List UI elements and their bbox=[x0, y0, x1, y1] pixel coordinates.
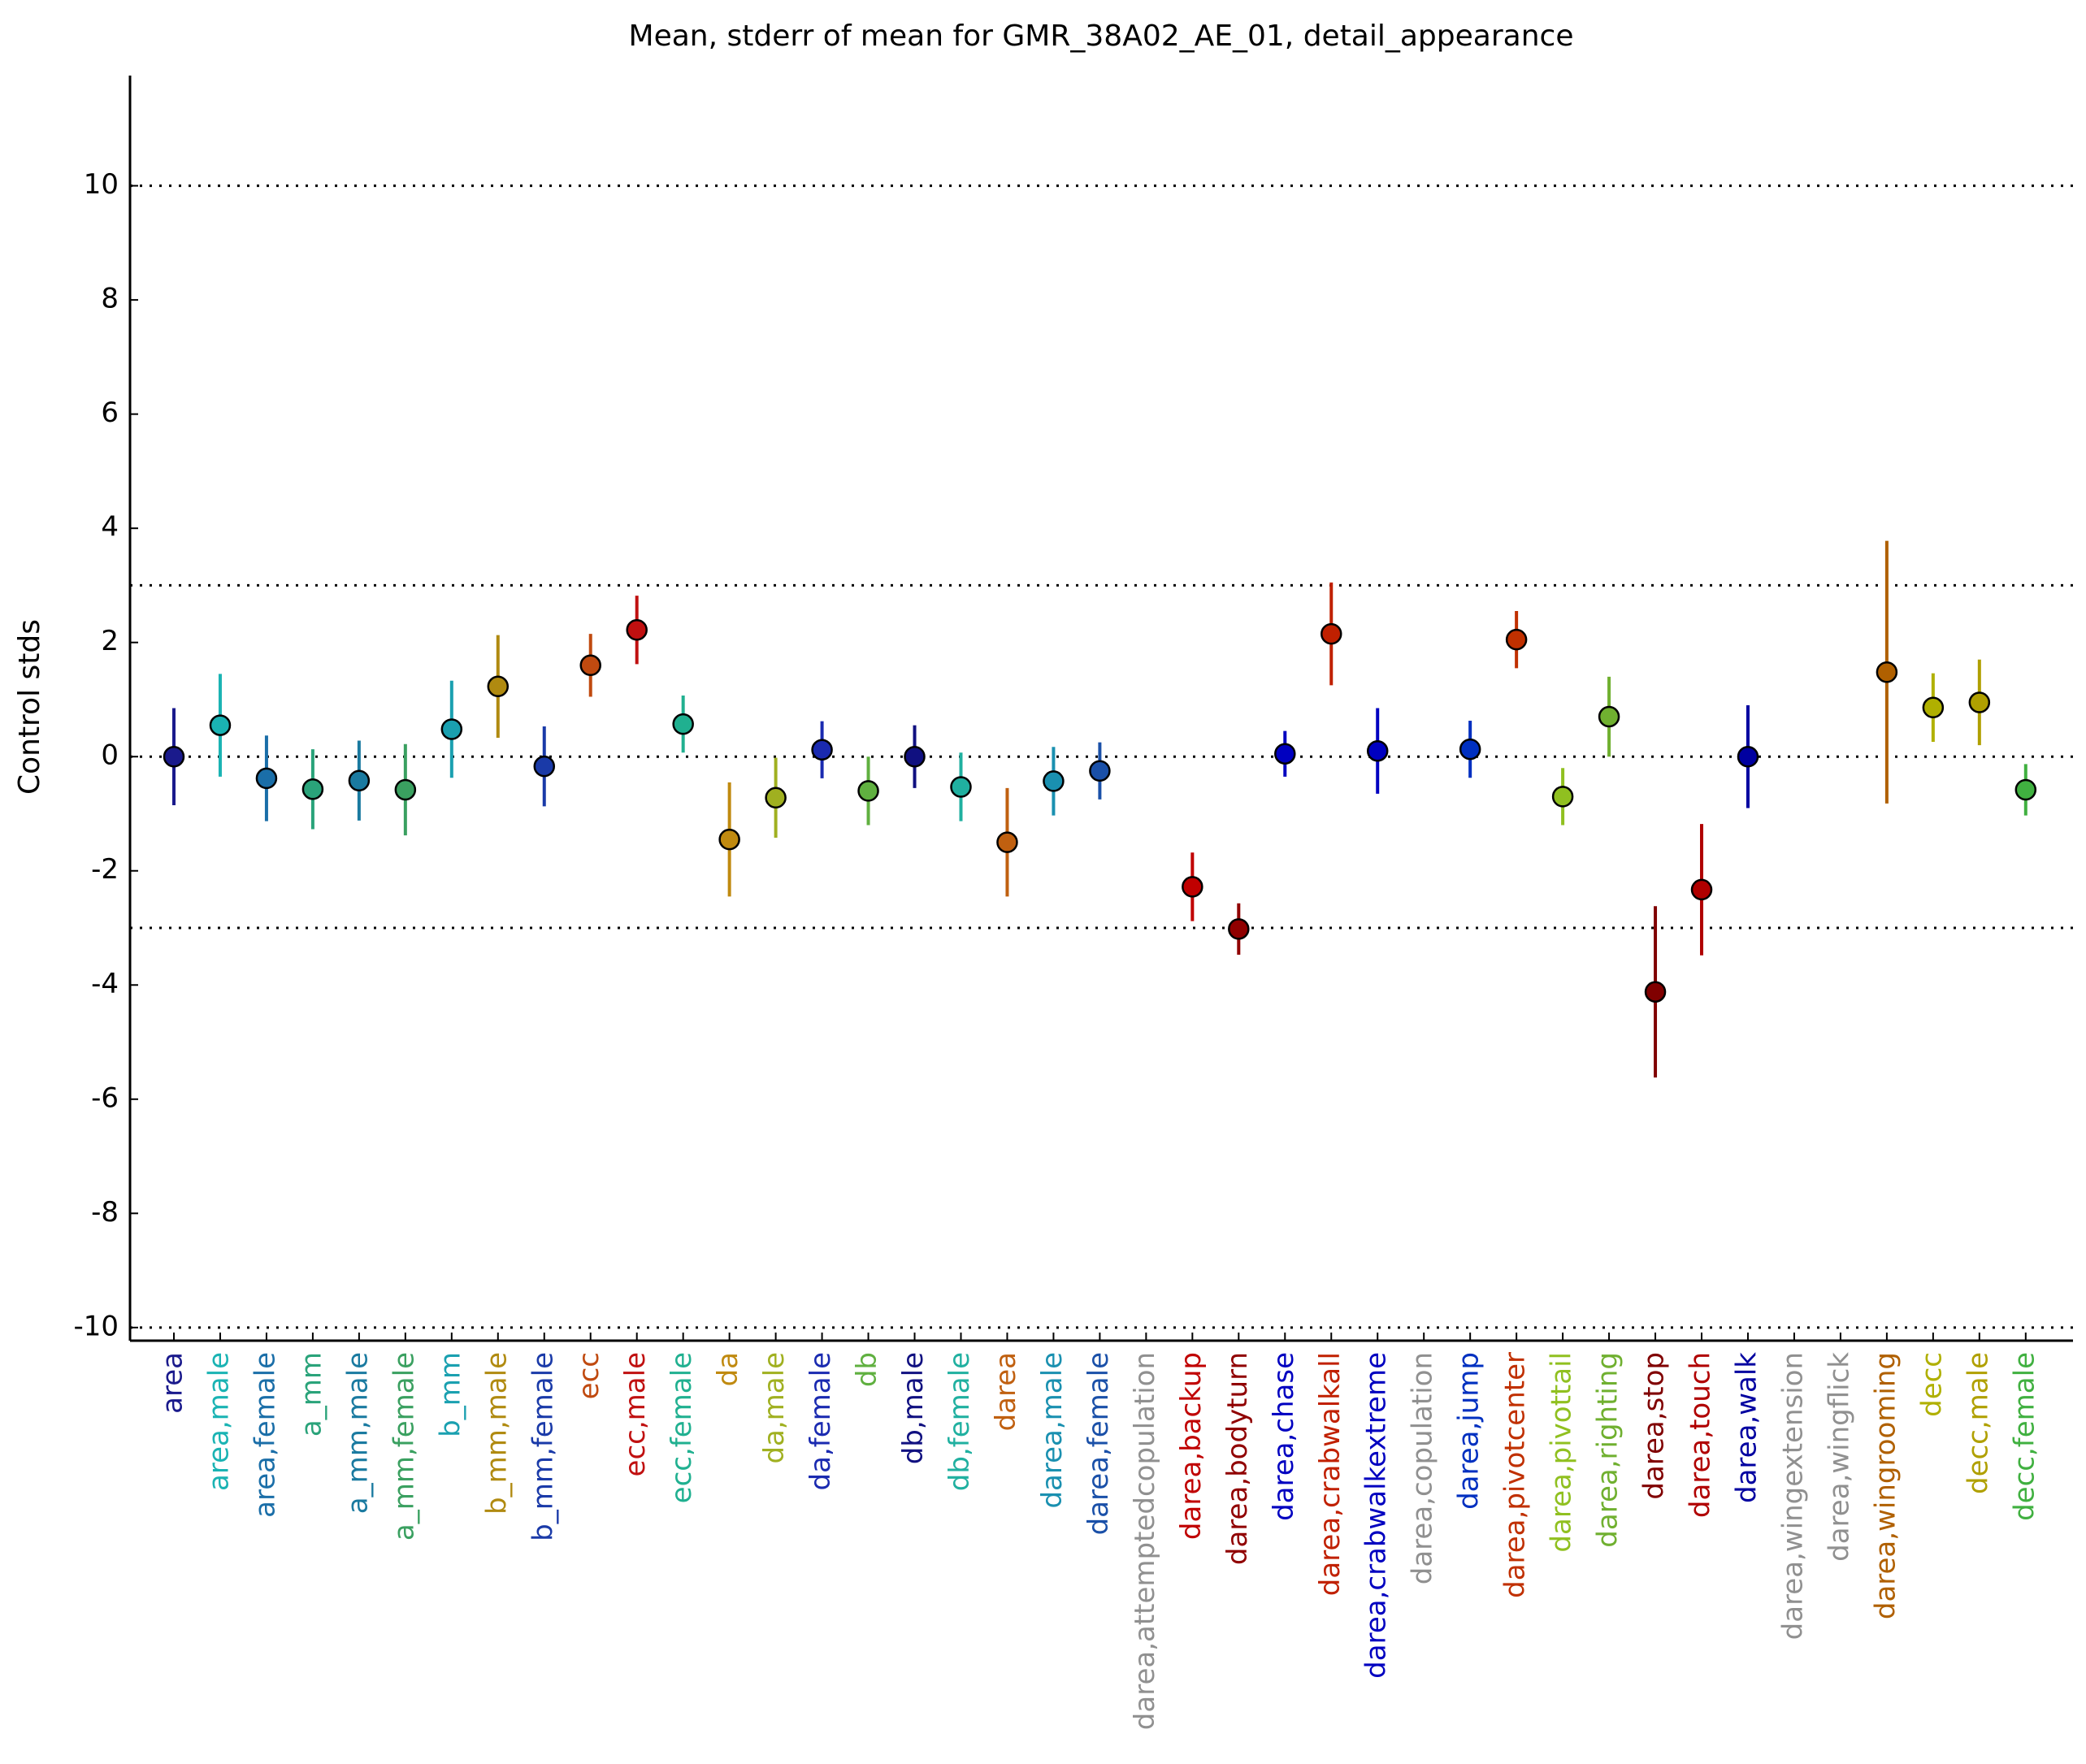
mean-marker bbox=[1089, 760, 1111, 782]
x-tick-label: darea,touch bbox=[1685, 1352, 1717, 1518]
mean-marker bbox=[1690, 878, 1713, 901]
mean-marker bbox=[1598, 705, 1620, 728]
mean-marker bbox=[672, 713, 694, 735]
x-tick-label: darea,attemptedcopulation bbox=[1129, 1352, 1161, 1730]
mean-marker bbox=[487, 675, 510, 698]
mean-marker bbox=[1459, 738, 1481, 761]
mean-marker bbox=[904, 745, 926, 768]
x-tick-label: darea,wingextension bbox=[1776, 1352, 1809, 1640]
x-tick-label: b_mm bbox=[434, 1352, 466, 1437]
mean-marker bbox=[579, 654, 601, 677]
mean-marker bbox=[765, 787, 787, 809]
x-tick-label: darea,crabwalkall bbox=[1314, 1352, 1347, 1596]
y-tick-label: 6 bbox=[101, 397, 119, 429]
x-tick-label: b_mm,male bbox=[480, 1352, 513, 1515]
mean-marker bbox=[1968, 691, 1991, 713]
x-tick-label: darea,bodyturn bbox=[1221, 1352, 1254, 1565]
x-tick-label: ecc,female bbox=[666, 1352, 698, 1503]
x-tick-label: darea,pivottail bbox=[1546, 1352, 1578, 1553]
x-tick-label: darea bbox=[990, 1352, 1022, 1431]
mean-marker bbox=[394, 778, 417, 801]
x-tick-label: area,female bbox=[249, 1352, 281, 1518]
mean-marker bbox=[2014, 778, 2037, 801]
x-tick-label: darea,chase bbox=[1268, 1352, 1300, 1521]
x-tick-label: darea,pivotcenter bbox=[1499, 1352, 1532, 1598]
x-tick-label: darea,copulation bbox=[1407, 1352, 1439, 1584]
mean-marker bbox=[1876, 661, 1898, 683]
mean-marker bbox=[209, 714, 232, 736]
x-tick-label: a_mm,female bbox=[388, 1352, 420, 1541]
mean-marker bbox=[348, 769, 371, 791]
mean-marker bbox=[857, 780, 879, 802]
mean-marker bbox=[1644, 981, 1667, 1003]
x-tick-label: area,male bbox=[202, 1352, 235, 1491]
x-tick-label: a_mm bbox=[295, 1352, 327, 1437]
y-tick-label: -10 bbox=[73, 1310, 119, 1342]
mean-marker bbox=[1737, 745, 1759, 768]
mean-marker bbox=[301, 778, 324, 800]
x-tick-label: darea,female bbox=[1082, 1352, 1115, 1535]
x-tick-label: darea,backup bbox=[1175, 1352, 1208, 1540]
y-axis-label: Control stds bbox=[13, 619, 46, 795]
x-tick-label: darea,wingrooming bbox=[1869, 1352, 1902, 1619]
mean-marker bbox=[996, 831, 1018, 853]
x-tick-label: area bbox=[157, 1352, 189, 1414]
x-tick-label: decc,female bbox=[2008, 1352, 2040, 1521]
mean-marker bbox=[1922, 696, 1945, 719]
x-tick-label: darea,wingflick bbox=[1823, 1352, 1855, 1562]
mean-marker bbox=[163, 745, 185, 768]
mean-marker bbox=[718, 828, 740, 851]
y-tick-label: 10 bbox=[84, 168, 119, 201]
x-tick-label: ecc bbox=[573, 1352, 605, 1399]
x-tick-label: da,male bbox=[758, 1352, 791, 1464]
x-tick-label: da,female bbox=[804, 1352, 837, 1490]
mean-marker bbox=[1366, 739, 1389, 762]
x-tick-label: da bbox=[712, 1352, 744, 1386]
x-tick-label: darea,stop bbox=[1638, 1352, 1671, 1500]
x-tick-label: db bbox=[851, 1352, 883, 1387]
mean-marker bbox=[255, 767, 278, 790]
mean-marker bbox=[1182, 876, 1203, 898]
y-tick-label: -6 bbox=[91, 1081, 119, 1114]
y-tick-label: -2 bbox=[91, 853, 119, 886]
x-tick-label: db,female bbox=[943, 1352, 976, 1491]
mean-marker bbox=[626, 618, 648, 641]
y-tick-label: 0 bbox=[101, 739, 119, 772]
chart-title: Mean, stderr of mean for GMR_38A02_AE_01… bbox=[629, 20, 1574, 53]
x-tick-label: darea,crabwalkextreme bbox=[1360, 1352, 1393, 1679]
mean-marker bbox=[1228, 918, 1250, 940]
x-tick-label: darea,righting bbox=[1592, 1352, 1624, 1548]
y-tick-label: 8 bbox=[101, 283, 119, 315]
y-tick-label: 4 bbox=[101, 511, 119, 544]
x-tick-label: a_mm,male bbox=[341, 1352, 374, 1514]
mean-marker bbox=[1274, 743, 1296, 765]
x-tick-label: decc,male bbox=[1962, 1352, 1994, 1494]
x-tick-label: db,male bbox=[897, 1352, 930, 1464]
x-tick-label: b_mm,female bbox=[527, 1352, 559, 1541]
mean-marker bbox=[1505, 628, 1528, 651]
x-tick-label: darea,jump bbox=[1453, 1352, 1485, 1510]
y-tick-label: -4 bbox=[91, 968, 119, 1000]
mean-marker bbox=[811, 739, 833, 761]
mean-marker bbox=[1551, 786, 1574, 808]
mean-marker bbox=[533, 755, 556, 778]
mean-marker bbox=[950, 776, 972, 798]
mean-marker bbox=[1043, 770, 1065, 792]
x-tick-label: ecc,male bbox=[619, 1352, 652, 1476]
x-tick-label: decc bbox=[1915, 1352, 1948, 1417]
mean-marker bbox=[440, 718, 463, 740]
x-tick-label: darea,male bbox=[1036, 1352, 1069, 1509]
mean-marker bbox=[1321, 622, 1342, 645]
y-tick-label: 2 bbox=[101, 625, 119, 657]
y-tick-label: -8 bbox=[91, 1196, 119, 1229]
x-tick-label: darea,walk bbox=[1730, 1352, 1763, 1503]
